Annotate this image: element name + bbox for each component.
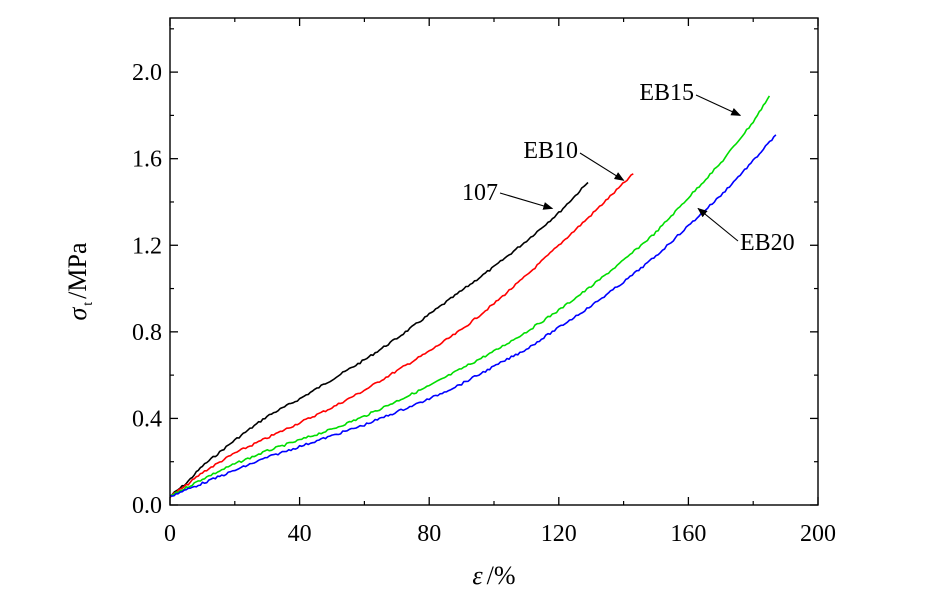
y-axis-title: σt/MPa bbox=[63, 242, 96, 321]
annotation-arrow-eb15 bbox=[695, 94, 742, 116]
annotation-arrow-eb20 bbox=[697, 207, 739, 242]
annotation-arrow-107 bbox=[499, 192, 554, 210]
series-label-eb15: EB15 bbox=[639, 80, 694, 106]
y-tick-label: 1.2 bbox=[132, 233, 162, 259]
axes bbox=[169, 17, 819, 506]
y-tick-label: 0.8 bbox=[132, 320, 162, 346]
series-line-eb20 bbox=[169, 134, 777, 497]
x-tick-label: 80 bbox=[417, 521, 441, 547]
x-tick-label: 40 bbox=[288, 521, 312, 547]
series-line-eb15 bbox=[169, 95, 771, 497]
x-tick-label: 0 bbox=[164, 521, 176, 547]
plot-area bbox=[169, 95, 777, 498]
x-tick-label: 120 bbox=[541, 521, 577, 547]
annotation-arrow-eb10 bbox=[579, 152, 625, 181]
y-tick-label: 0.4 bbox=[132, 406, 162, 432]
x-tick-label: 200 bbox=[800, 521, 836, 547]
axis-labels: 0 40 80 120 160 200 0.0 0.4 0.8 1.2 1.6 2.0 ε/% σt/MP… bbox=[63, 60, 836, 590]
x-axis-title: ε/% bbox=[472, 561, 515, 590]
y-tick-label: 2.0 bbox=[132, 60, 162, 86]
x-tick-label: 160 bbox=[670, 521, 706, 547]
y-tick-label: 1.6 bbox=[132, 147, 162, 173]
series-line-eb10 bbox=[169, 173, 634, 498]
series-label-eb20: EB20 bbox=[740, 230, 795, 256]
y-tick-label: 0.0 bbox=[132, 493, 162, 519]
series-line-107 bbox=[169, 181, 589, 497]
plot-frame bbox=[169, 17, 819, 506]
series-label-107: 107 bbox=[462, 180, 498, 206]
series-label-eb10: EB10 bbox=[523, 138, 578, 164]
